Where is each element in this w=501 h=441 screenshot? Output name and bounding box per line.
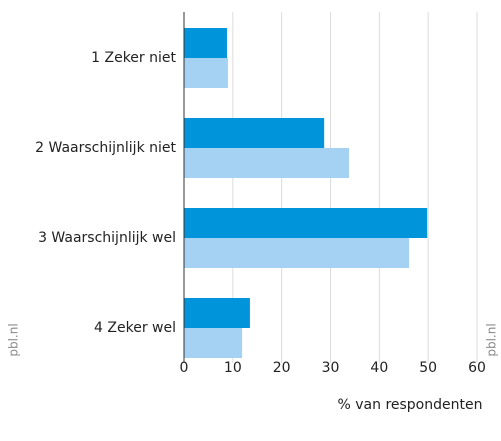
x-tick-label: 20 (273, 360, 291, 376)
x-tick-label: 60 (468, 360, 486, 376)
watermark: pbl.nl (7, 323, 21, 356)
y-tick-label: 3 Waarschijnlijk wel (38, 230, 176, 246)
bar (184, 148, 350, 178)
x-tick-label: 40 (370, 360, 388, 376)
bar (184, 58, 228, 88)
watermark: pbl.nl (485, 323, 499, 356)
bar (184, 238, 410, 268)
bar (184, 328, 243, 358)
y-tick-label: 4 Zeker wel (94, 320, 176, 336)
x-tick-label: 30 (322, 360, 340, 376)
x-tick-label: 0 (180, 360, 189, 376)
bar (184, 28, 227, 58)
x-axis-label: % van respondenten (338, 397, 483, 413)
bar (184, 118, 325, 148)
bar (184, 298, 250, 328)
x-tick-label: 50 (419, 360, 437, 376)
bar (184, 208, 428, 238)
y-tick-label: 1 Zeker niet (91, 50, 176, 66)
x-tick-label: 10 (224, 360, 242, 376)
y-tick-label: 2 Waarschijnlijk niet (35, 140, 176, 156)
